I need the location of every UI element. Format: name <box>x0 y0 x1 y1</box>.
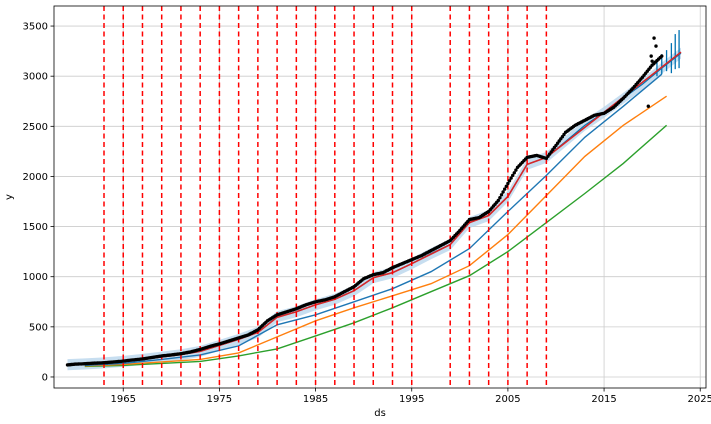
observed-point <box>507 179 512 183</box>
observed-point <box>503 187 507 191</box>
observed-point <box>512 171 516 175</box>
x-tick-label: 1975 <box>207 394 232 405</box>
observed-point <box>499 193 504 197</box>
y-tick-label: 0 <box>42 372 48 383</box>
y-tick-label: 2500 <box>23 122 48 133</box>
observed-points <box>65 36 664 367</box>
observed-point <box>511 173 515 178</box>
x-tick-label: 2005 <box>495 394 520 405</box>
observed-point <box>509 176 513 180</box>
axis-ticks: 1965 1975 1985 1995 2005 2015 2025 0 500 1000 1500… <box>23 22 711 405</box>
y-tick-label: 1500 <box>23 222 48 233</box>
x-tick-label: 2015 <box>591 394 616 405</box>
observed-point <box>506 181 510 186</box>
x-axis-label: ds <box>374 408 386 419</box>
observed-point <box>504 184 508 188</box>
y-tick-label: 3000 <box>23 72 48 83</box>
plot-frame <box>53 5 707 389</box>
observed-point <box>654 44 658 48</box>
series-line-orange <box>84 95 667 367</box>
observed-point <box>498 196 502 200</box>
observed-point <box>650 59 654 63</box>
x-tick-label: 1985 <box>303 394 328 405</box>
observed-point <box>660 54 664 58</box>
x-tick-label: 1995 <box>399 394 424 405</box>
y-tick-label: 1000 <box>23 272 48 283</box>
y-tick-label: 3500 <box>23 22 48 33</box>
observed-point <box>501 190 505 194</box>
changepoint-lines <box>103 6 548 388</box>
observed-point <box>646 104 651 108</box>
observed-point <box>649 54 653 58</box>
plot-area <box>54 6 706 388</box>
y-axis-label: y <box>4 194 15 200</box>
x-tick-label: 1965 <box>111 394 136 405</box>
observed-point <box>652 36 656 40</box>
y-tick-label: 2000 <box>23 172 48 183</box>
y-tick-label: 500 <box>29 322 48 333</box>
x-tick-label: 2025 <box>688 394 711 405</box>
observed-point <box>514 168 518 172</box>
observed-point <box>496 198 500 203</box>
